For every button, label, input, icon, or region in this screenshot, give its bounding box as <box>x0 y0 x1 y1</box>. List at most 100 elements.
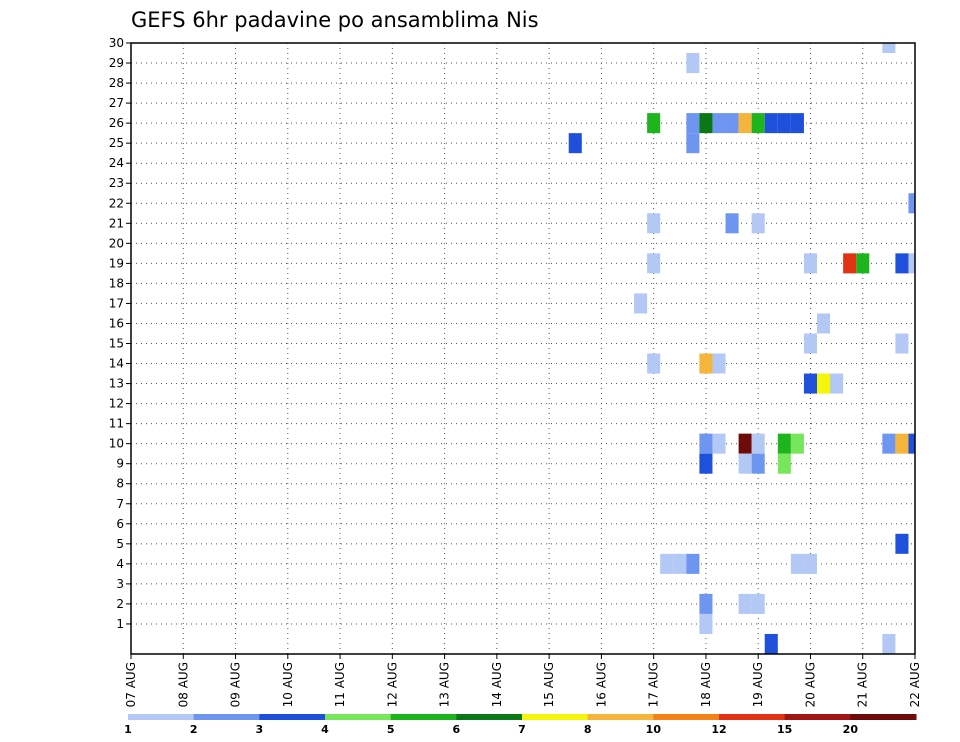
legend-swatch <box>193 714 260 720</box>
data-cells <box>568 43 915 654</box>
data-cell <box>673 553 687 574</box>
data-cell <box>790 433 804 454</box>
y-tick-label: 13 <box>109 377 124 391</box>
data-cell <box>817 373 831 394</box>
data-cell <box>712 433 726 454</box>
data-cell <box>803 553 817 574</box>
data-cell <box>908 193 915 214</box>
y-tick-label: 2 <box>116 597 124 611</box>
data-cell <box>764 113 778 134</box>
y-tick-label: 4 <box>116 557 124 571</box>
y-tick-label: 6 <box>116 517 124 531</box>
x-tick-label: 16 AUG <box>594 662 608 707</box>
data-cell <box>777 433 791 454</box>
data-cell <box>882 43 896 54</box>
data-cell <box>908 253 915 274</box>
y-tick-label: 3 <box>116 577 124 591</box>
color-legend: 1 2 3 4 5 6 7 8 10 12 15 20 <box>124 714 917 736</box>
x-tick-label: 15 AUG <box>542 662 556 707</box>
legend-label: 12 <box>711 723 726 736</box>
legend-swatch <box>456 714 523 720</box>
x-axis: 07 AUG 08 AUG 09 AUG 10 AUG 11 AUG 12 AUG 13 A… <box>124 654 922 707</box>
data-cell <box>647 353 661 374</box>
legend-label: 1 <box>124 723 132 736</box>
data-cell <box>751 113 765 134</box>
legend-swatch <box>522 714 589 720</box>
data-cell <box>686 53 700 74</box>
legend-label: 6 <box>453 723 461 736</box>
legend-label: 5 <box>387 723 395 736</box>
x-tick-label: 08 AUG <box>176 662 190 707</box>
data-cell <box>634 293 648 314</box>
legend-label: 15 <box>777 723 792 736</box>
y-tick-label: 28 <box>109 76 124 90</box>
y-tick-label: 29 <box>109 56 124 70</box>
data-cell <box>699 453 713 474</box>
y-tick-label: 30 <box>109 36 124 50</box>
y-tick-label: 16 <box>109 316 124 330</box>
data-cell <box>699 113 713 134</box>
data-cell <box>817 313 831 334</box>
plot-frame <box>130 42 916 655</box>
legend-swatch <box>587 714 654 720</box>
data-cell <box>830 373 844 394</box>
y-tick-label: 22 <box>109 196 124 210</box>
data-cell <box>895 253 909 274</box>
y-tick-label: 17 <box>109 296 124 310</box>
data-cell <box>725 113 739 134</box>
data-cell <box>790 113 804 134</box>
data-cell <box>803 253 817 274</box>
data-cell <box>895 533 909 554</box>
y-tick-label: 25 <box>109 136 124 150</box>
y-tick-label: 26 <box>109 116 124 130</box>
x-tick-label: 19 AUG <box>751 662 765 707</box>
data-cell <box>699 353 713 374</box>
legend-swatch <box>653 714 720 720</box>
data-cell <box>647 113 661 134</box>
y-tick-label: 7 <box>116 497 124 511</box>
y-tick-label: 8 <box>116 477 124 491</box>
y-axis: 1234567891011121314151617181920212223242… <box>109 36 131 631</box>
y-tick-label: 19 <box>109 256 124 270</box>
data-cell <box>647 253 661 274</box>
legend-swatch <box>390 714 457 720</box>
data-cell <box>738 113 752 134</box>
data-cell <box>647 213 661 234</box>
legend-label: 2 <box>190 723 198 736</box>
data-cell <box>908 433 915 454</box>
data-cell <box>895 333 909 354</box>
x-tick-label: 14 AUG <box>490 662 504 707</box>
y-tick-label: 21 <box>109 216 124 230</box>
y-tick-label: 20 <box>109 236 124 250</box>
data-cell <box>843 253 857 274</box>
y-tick-label: 5 <box>116 537 124 551</box>
grid-lines <box>131 42 915 654</box>
x-tick-label: 20 AUG <box>803 662 817 707</box>
data-cell <box>882 633 896 654</box>
x-tick-label: 10 AUG <box>281 662 295 707</box>
data-cell <box>686 113 700 134</box>
data-cell <box>725 213 739 234</box>
data-cell <box>751 433 765 454</box>
data-cell <box>686 553 700 574</box>
data-cell <box>764 633 778 654</box>
y-tick-label: 24 <box>109 156 124 170</box>
data-cell <box>790 553 804 574</box>
data-cell <box>699 593 713 614</box>
legend-swatch <box>259 714 326 720</box>
x-tick-label: 22 AUG <box>908 662 922 707</box>
y-tick-label: 15 <box>109 336 124 350</box>
legend-swatch <box>850 714 917 720</box>
y-tick-label: 10 <box>109 437 124 451</box>
legend-label: 8 <box>584 723 592 736</box>
data-cell <box>699 433 713 454</box>
x-tick-label: 11 AUG <box>333 662 347 707</box>
y-tick-label: 1 <box>116 617 124 631</box>
data-cell <box>751 593 765 614</box>
legend-swatch <box>325 714 392 720</box>
y-tick-label: 11 <box>109 417 124 431</box>
data-cell <box>895 433 909 454</box>
y-tick-label: 23 <box>109 176 124 190</box>
x-tick-label: 17 AUG <box>647 662 661 707</box>
